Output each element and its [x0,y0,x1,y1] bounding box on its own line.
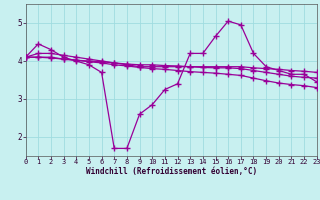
X-axis label: Windchill (Refroidissement éolien,°C): Windchill (Refroidissement éolien,°C) [86,167,257,176]
